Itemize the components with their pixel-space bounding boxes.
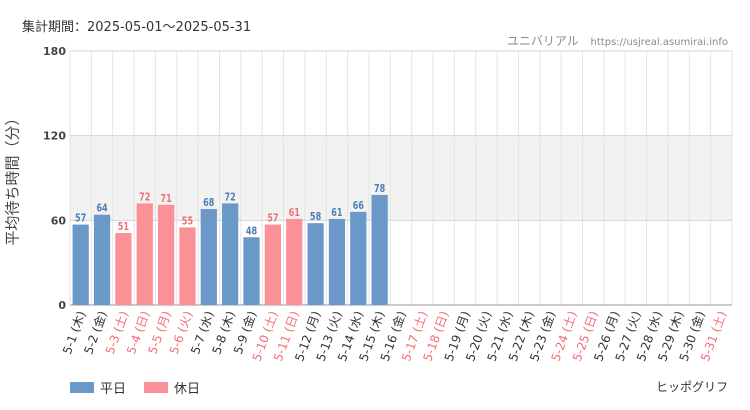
period-label: 集計期間：2025-05-01～2025-05-31: [22, 20, 252, 35]
bar: [222, 203, 239, 305]
data-label: 61: [289, 207, 300, 219]
legend-label-weekday: 平日: [100, 382, 127, 397]
bar: [93, 214, 111, 305]
legend-swatch-holiday: [144, 382, 169, 393]
bar: [307, 223, 324, 305]
data-label: 57: [267, 213, 278, 225]
bar: [371, 194, 388, 305]
bar: [157, 204, 175, 305]
legend-label-holiday: 休日: [174, 382, 201, 397]
source-url[interactable]: https://usjreal.asumirai.info: [590, 37, 728, 48]
legend: 平日 休日: [70, 378, 200, 397]
data-label: 64: [96, 203, 107, 215]
legend-swatch-weekday: [70, 382, 94, 393]
bar: [200, 209, 217, 305]
y-tick-label: 120: [43, 130, 66, 143]
bar: [72, 224, 89, 305]
y-tick-label: 180: [43, 45, 66, 58]
bar: [136, 203, 153, 305]
data-label: 48: [246, 226, 257, 238]
legend-item-holiday[interactable]: 休日: [144, 378, 200, 397]
data-label: 57: [75, 213, 86, 225]
bar: [328, 218, 346, 305]
y-tick-label: 0: [58, 299, 66, 312]
data-label: 66: [353, 200, 364, 212]
shaded-band: [70, 135, 732, 221]
data-label: 61: [331, 207, 342, 219]
bar: [264, 224, 281, 305]
data-label: 58: [310, 211, 321, 223]
source-credit: ユニバリアル https://usjreal.asumirai.info: [507, 32, 728, 49]
bar: [286, 218, 303, 305]
data-label: 72: [225, 192, 236, 204]
bar: [179, 227, 196, 305]
data-label: 68: [203, 197, 214, 209]
y-tick-label: 60: [51, 214, 67, 227]
legend-item-weekday[interactable]: 平日: [70, 378, 126, 397]
bar-layer: [72, 194, 388, 305]
data-label: 78: [374, 183, 385, 195]
data-label: 72: [139, 192, 150, 204]
attraction-name: ヒッポグリフ: [655, 380, 728, 394]
label-layer: 57 64 51 72 71 55 68 72 48 57 61 58 61 66 78: [75, 183, 385, 237]
bar: [243, 237, 260, 305]
data-label: 71: [160, 193, 171, 205]
bar: [115, 233, 132, 305]
source-name: ユニバリアル: [506, 34, 579, 48]
bar: [350, 211, 367, 305]
data-label: 51: [118, 221, 129, 233]
data-label: 55: [182, 216, 193, 228]
shaded-band-layer: [70, 135, 732, 221]
